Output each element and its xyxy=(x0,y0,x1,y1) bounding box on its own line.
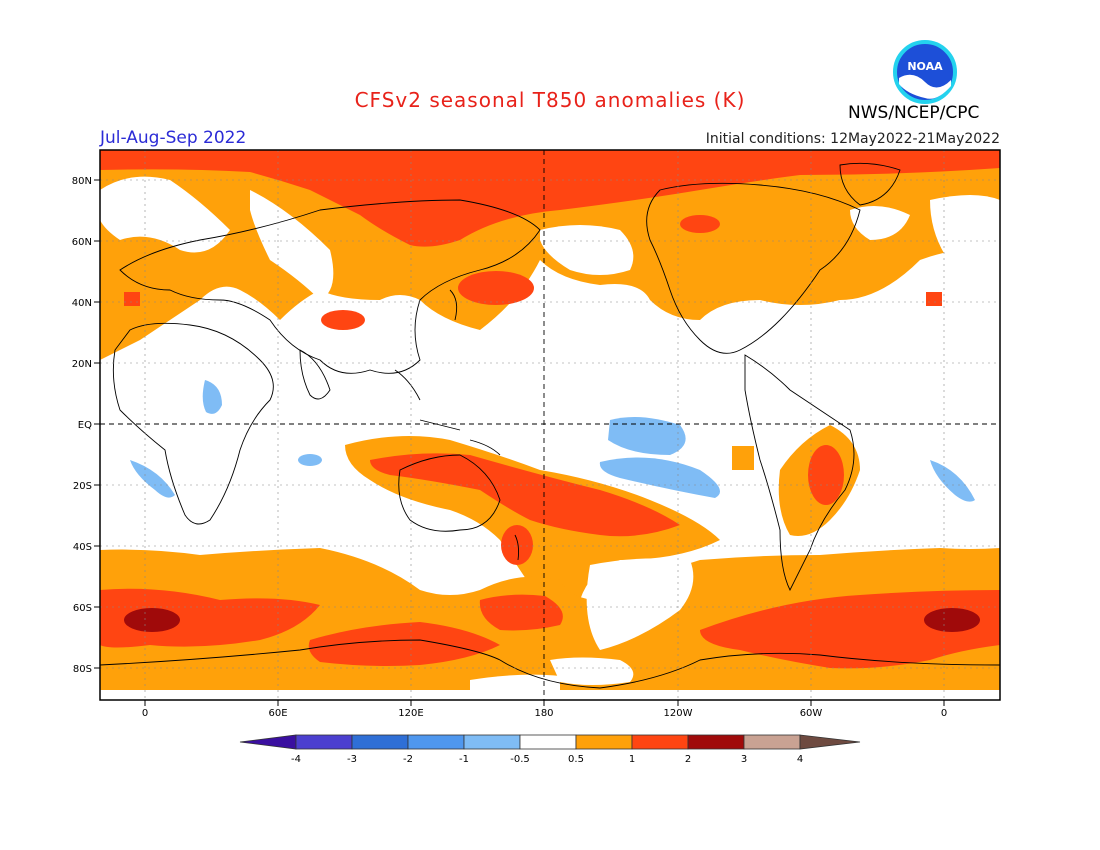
colorbar-label: -1 xyxy=(459,754,469,765)
lon-label: 180 xyxy=(534,708,553,719)
colorbar-swatch xyxy=(687,734,745,750)
anomaly-field xyxy=(100,150,1000,700)
colorbar-label: 4 xyxy=(797,754,803,765)
colorbar-label: -0.5 xyxy=(510,754,530,765)
lat-label: 80S xyxy=(73,664,92,675)
colorbar-swatch xyxy=(631,734,689,750)
noaa-logo-icon: NOAA xyxy=(893,40,957,104)
map-frame xyxy=(99,149,1001,701)
lon-ticks xyxy=(144,700,945,706)
lat-ticks xyxy=(94,179,100,669)
colorbar-label: 2 xyxy=(685,754,691,765)
lon-label: 0 xyxy=(142,708,148,719)
lat-label: 40S xyxy=(73,542,92,553)
lon-label: 120E xyxy=(398,708,423,719)
lon-label: 60E xyxy=(268,708,287,719)
initial-conditions: Initial conditions: 12May2022-21May2022 xyxy=(705,131,1000,147)
colorbar-swatch xyxy=(799,734,861,750)
colorbar-label: -4 xyxy=(291,754,301,765)
colorbar-swatch xyxy=(351,734,409,750)
colorbar-label: -3 xyxy=(347,754,357,765)
lat-label: 20S xyxy=(73,481,92,492)
lat-label: 60S xyxy=(73,603,92,614)
agency-label: NWS/NCEP/CPC xyxy=(848,103,980,123)
lon-label: 120W xyxy=(664,708,693,719)
colorbar-swatch xyxy=(239,734,297,750)
lat-label: 40N xyxy=(72,298,92,309)
colorbar-label: 3 xyxy=(741,754,747,765)
coastlines xyxy=(100,162,1000,689)
colorbar-swatch xyxy=(407,734,465,750)
colorbar-swatch xyxy=(743,734,801,750)
colorbar-swatch xyxy=(519,734,577,750)
lat-label: EQ xyxy=(78,420,92,431)
season-label: Jul-Aug-Sep 2022 xyxy=(100,128,247,148)
lat-label: 80N xyxy=(72,176,92,187)
colorbar-label: 1 xyxy=(629,754,635,765)
lon-label: 60W xyxy=(800,708,823,719)
gridlines xyxy=(100,150,1000,700)
logo-text: NOAA xyxy=(907,60,943,73)
colorbar-label: 0.5 xyxy=(568,754,584,765)
colorbar-swatch xyxy=(575,734,633,750)
lat-label: 60N xyxy=(72,237,92,248)
colorbar-label: -2 xyxy=(403,754,413,765)
lon-label: 0 xyxy=(941,708,947,719)
lat-label: 20N xyxy=(72,359,92,370)
colorbar-swatch xyxy=(463,734,521,750)
colorbar xyxy=(239,734,861,750)
reference-lines xyxy=(100,150,1000,700)
map-title: CFSv2 seasonal T850 anomalies (K) xyxy=(354,88,746,112)
colorbar-swatch xyxy=(295,734,353,750)
